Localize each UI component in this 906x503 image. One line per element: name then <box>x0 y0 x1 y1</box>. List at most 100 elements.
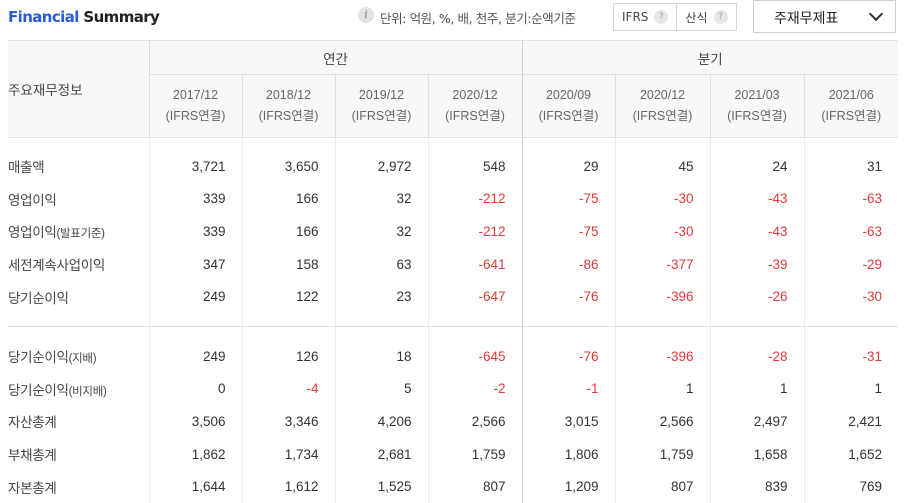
table-cell: 32 <box>334 182 428 216</box>
table-cell: 1 <box>709 372 805 406</box>
row-label-text: 세전계속사업이익 <box>8 258 105 274</box>
table-cell: 347 <box>148 247 242 281</box>
financial-summary-table: 주요재무정보 연간 분기 2017/12 (IFRS연결) 2018/12 (IFRS… <box>8 40 899 503</box>
table-cell: 63 <box>334 247 428 281</box>
column-basis: (IFRS연결) <box>821 109 882 123</box>
table-row: 세전계속사업이익 347 158 63 -641 -86 -377 -39 -29 <box>8 247 899 281</box>
formula-label: 산식 <box>685 10 708 25</box>
table-cell: 2,497 <box>709 405 805 438</box>
table-cell: 24 <box>709 150 805 183</box>
column-basis: (IFRS연결) <box>538 109 599 123</box>
column-header: 2021/06 (IFRS연결) <box>803 74 899 138</box>
table-cell: 18 <box>334 339 428 373</box>
column-date: 2021/03 <box>734 88 780 102</box>
table-cell: 2,681 <box>334 437 428 471</box>
table-cell: 339 <box>148 182 242 216</box>
table-cell: -30 <box>614 215 711 248</box>
column-date: 2020/09 <box>545 88 592 102</box>
column-date: 2020/12 <box>639 88 686 102</box>
table-cell: 3,721 <box>148 150 242 183</box>
table-cell: -63 <box>803 182 899 216</box>
table-cell: 1,734 <box>241 437 335 471</box>
column-basis: (IFRS연결) <box>727 109 787 123</box>
row-label-text: 영업이익 <box>8 192 57 208</box>
ifrs-help-icon[interactable]: ? <box>654 10 669 24</box>
table-cell: 1,652 <box>803 437 899 471</box>
row-label: 매출액 <box>8 150 149 183</box>
row-label-text: 자산총계 <box>8 415 57 431</box>
table-cell: -76 <box>521 280 616 313</box>
column-header: 2020/09 (IFRS연결) <box>521 74 616 138</box>
column-basis: (IFRS연결) <box>258 109 319 123</box>
table-cell: -641 <box>427 247 523 281</box>
table-cell: 807 <box>427 470 523 503</box>
ifrs-label: IFRS <box>622 10 649 24</box>
table-cell: 2,972 <box>334 150 428 183</box>
column-header: 2021/03 (IFRS연결) <box>709 74 805 138</box>
table-cell: 126 <box>241 339 335 373</box>
table-cell: -76 <box>521 339 616 373</box>
table-cell: 2,421 <box>803 405 899 438</box>
row-label-text: 당기순이익 <box>8 290 69 306</box>
column-basis: (IFRS연결) <box>165 109 226 123</box>
statement-type-value: 주재무제표 <box>774 11 839 27</box>
row-label-text: 자본총계 <box>8 480 57 496</box>
table-cell: -31 <box>803 339 899 373</box>
option-toggle-group: IFRS ? 산식 ? <box>613 3 737 31</box>
title-part-summary: Summary <box>83 8 160 26</box>
table-cell: -26 <box>709 280 805 313</box>
table-cell: -39 <box>709 247 805 281</box>
table-row: 영업이익 339 166 32 -212 -75 -30 -43 -63 <box>8 182 899 216</box>
table-cell: -396 <box>614 339 711 373</box>
table-cell: -2 <box>427 372 523 406</box>
title-part-financial: Financial <box>8 8 79 26</box>
row-label: 당기순이익 <box>8 280 149 313</box>
table-row: 자산총계 3,506 3,346 4,206 2,566 3,015 2,566 2,497 2… <box>8 405 899 438</box>
table-cell: 5 <box>334 372 428 406</box>
table-cell: 29 <box>521 150 616 183</box>
table-cell: 2,566 <box>427 405 523 438</box>
table-cell: 23 <box>334 280 428 313</box>
table-cell: 166 <box>241 215 335 248</box>
table-cell: 45 <box>614 150 711 183</box>
spacer-row <box>8 326 899 340</box>
table-row: 매출액 3,721 3,650 2,972 548 29 45 24 31 <box>8 150 899 183</box>
statement-type-select[interactable]: 주재무제표 <box>753 0 896 33</box>
column-date: 2021/06 <box>828 88 874 102</box>
row-label-text: 부채총계 <box>8 448 57 464</box>
table-cell: -212 <box>427 215 523 248</box>
column-header: 2018/12 (IFRS연결) <box>241 74 335 138</box>
spacer-row <box>8 137 899 150</box>
row-label: 부채총계 <box>8 438 149 471</box>
table-cell: 1 <box>614 372 711 406</box>
table-cell: -377 <box>614 247 711 281</box>
ifrs-button[interactable]: IFRS ? <box>614 4 676 30</box>
row-label-sub: (발표기준) <box>56 228 105 241</box>
table-cell: 249 <box>148 339 242 373</box>
column-date: 2018/12 <box>265 88 312 102</box>
table-row: 영업이익(발표기준) 339 166 32 -212 -75 -30 -43 -63 <box>8 215 899 248</box>
table-cell: 249 <box>148 280 242 313</box>
table-cell: 1,759 <box>427 437 523 471</box>
row-label: 당기순이익(비지배) <box>8 373 149 406</box>
formula-help-icon[interactable]: ? <box>713 10 728 24</box>
table-cell: 339 <box>148 215 242 248</box>
column-date: 2020/12 <box>452 88 498 102</box>
table-cell: 31 <box>803 150 899 183</box>
row-label-text: 당기순이익 <box>8 382 69 398</box>
formula-button[interactable]: 산식 ? <box>676 4 735 30</box>
info-icon[interactable]: i <box>358 7 374 23</box>
row-label: 당기순이익(지배) <box>8 340 149 373</box>
table-cell: 122 <box>241 280 335 313</box>
table-cell: 1,209 <box>521 470 616 503</box>
column-header: 2020/12 (IFRS연결) <box>427 74 523 138</box>
row-label-text: 매출액 <box>8 160 45 176</box>
table-cell: 1,862 <box>148 437 242 471</box>
table-cell: -29 <box>803 247 899 281</box>
table-cell: -4 <box>241 372 335 406</box>
table-cell: 807 <box>614 470 711 503</box>
quarter-group-header: 분기 <box>521 40 899 75</box>
column-basis: (IFRS연결) <box>351 109 412 123</box>
table-cell: 158 <box>241 247 335 281</box>
row-label-text: 영업이익 <box>8 225 57 241</box>
